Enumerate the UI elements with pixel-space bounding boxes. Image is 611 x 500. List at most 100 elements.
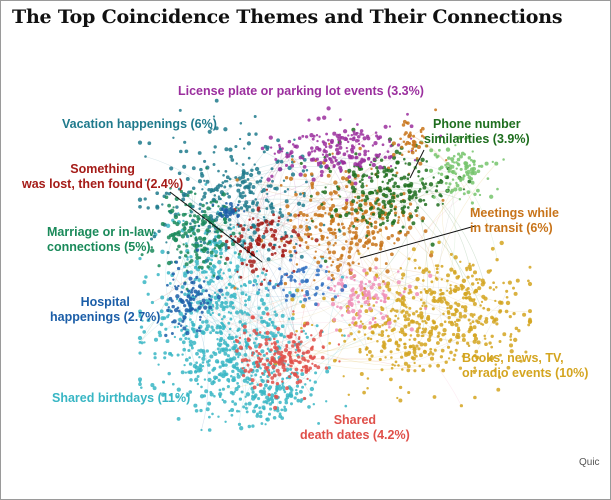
- network-node: [400, 302, 405, 307]
- network-node: [419, 307, 423, 311]
- network-node: [226, 354, 230, 358]
- network-node: [240, 358, 245, 363]
- network-node: [478, 277, 481, 281]
- network-node: [260, 319, 265, 324]
- network-node: [322, 223, 326, 227]
- network-node: [273, 337, 276, 341]
- network-node: [313, 279, 316, 282]
- network-node: [193, 214, 197, 218]
- network-node: [293, 373, 298, 377]
- network-node: [169, 394, 172, 397]
- network-node: [299, 300, 303, 304]
- network-node: [167, 371, 171, 376]
- network-node: [177, 322, 181, 326]
- network-node: [278, 245, 281, 249]
- network-node: [407, 257, 411, 261]
- network-node: [186, 270, 190, 274]
- network-edge: [266, 344, 420, 370]
- network-node: [233, 296, 237, 300]
- network-node: [314, 302, 318, 307]
- network-node: [407, 350, 412, 355]
- network-node: [369, 337, 373, 341]
- network-node: [442, 312, 445, 316]
- network-node: [178, 108, 182, 112]
- network-node: [359, 280, 364, 285]
- network-node: [409, 137, 413, 140]
- network-node: [375, 296, 380, 301]
- network-node: [347, 211, 351, 215]
- network-node: [213, 247, 217, 250]
- network-node: [358, 180, 362, 183]
- network-node: [300, 398, 304, 402]
- network-node: [394, 149, 399, 154]
- network-node: [408, 141, 412, 146]
- network-node: [203, 232, 207, 235]
- network-node: [358, 165, 362, 168]
- network-node: [318, 160, 323, 165]
- network-node: [191, 204, 195, 209]
- network-node: [429, 250, 434, 255]
- network-node: [150, 246, 154, 249]
- network-node: [262, 267, 266, 271]
- network-node: [235, 206, 238, 209]
- network-node: [419, 353, 423, 358]
- network-node: [395, 185, 399, 188]
- network-node: [206, 360, 210, 364]
- network-node: [457, 318, 461, 322]
- network-edge: [198, 274, 228, 294]
- network-node: [400, 145, 404, 149]
- network-node: [247, 280, 252, 285]
- network-node: [461, 278, 467, 283]
- network-node: [195, 351, 199, 356]
- network-node: [337, 222, 340, 225]
- network-edge: [280, 161, 295, 353]
- network-node: [170, 208, 175, 213]
- network-node: [207, 428, 212, 432]
- network-node: [236, 215, 240, 218]
- network-node: [357, 252, 361, 256]
- network-node: [196, 382, 200, 386]
- network-node: [304, 332, 308, 335]
- network-node: [218, 344, 222, 348]
- network-node: [288, 291, 292, 295]
- network-node: [237, 327, 241, 331]
- network-node: [256, 292, 260, 296]
- network-edge: [139, 193, 196, 343]
- network-node: [342, 232, 346, 236]
- network-node: [356, 218, 359, 222]
- network-node: [273, 342, 277, 346]
- network-node: [213, 291, 217, 295]
- network-node: [414, 209, 418, 213]
- network-node: [280, 277, 283, 280]
- network-node: [349, 242, 352, 246]
- network-node: [447, 315, 451, 320]
- network-node: [413, 158, 417, 162]
- network-node: [322, 115, 327, 120]
- network-node: [416, 206, 420, 210]
- network-node: [434, 189, 438, 193]
- network-node: [483, 334, 486, 338]
- network-node: [425, 316, 431, 321]
- network-node: [336, 161, 341, 166]
- network-node: [223, 351, 228, 356]
- network-node: [467, 344, 471, 347]
- network-node: [199, 394, 205, 399]
- network-node: [470, 274, 474, 278]
- network-node: [214, 98, 219, 103]
- network-node: [229, 311, 233, 315]
- network-node: [265, 269, 268, 273]
- network-node: [319, 229, 323, 233]
- network-node: [419, 311, 424, 316]
- network-node: [213, 295, 218, 300]
- network-node: [224, 363, 228, 367]
- network-node: [176, 395, 179, 398]
- network-node: [404, 131, 408, 135]
- network-node: [483, 319, 489, 324]
- network-node: [244, 293, 248, 296]
- network-node: [333, 228, 337, 232]
- network-node: [245, 343, 249, 347]
- network-node: [360, 178, 364, 182]
- network-edge: [338, 188, 370, 195]
- network-node: [218, 288, 224, 293]
- network-node: [437, 172, 440, 175]
